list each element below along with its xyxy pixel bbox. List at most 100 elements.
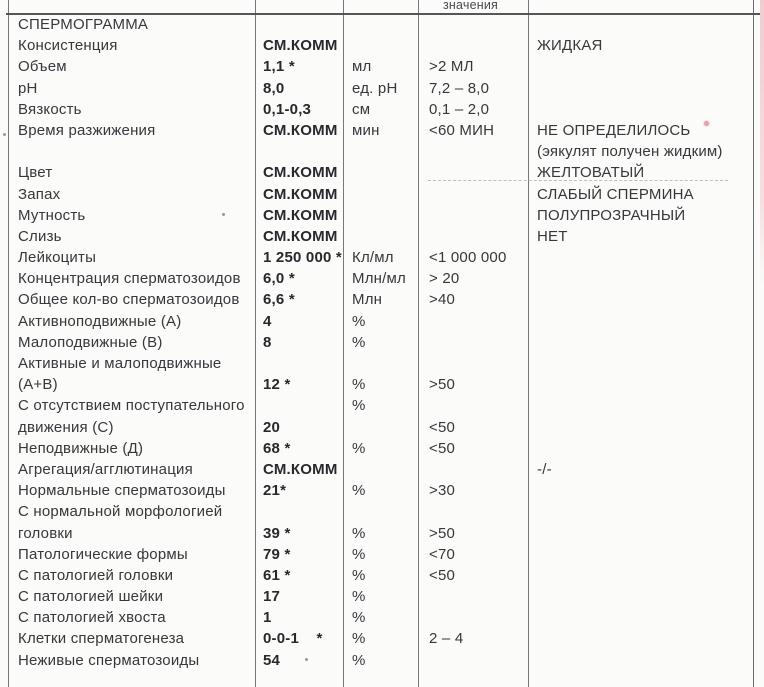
reference-range-cell: <1 000 000	[429, 249, 507, 267]
result-value-cell	[255, 501, 343, 522]
unit-cell: Кл/мл	[352, 249, 394, 267]
table-row: Неживые сперматозоиды 54 %	[8, 650, 753, 671]
comment-cell	[528, 586, 753, 607]
scan-artifact-speck	[222, 213, 225, 216]
unit-cell	[343, 205, 418, 226]
reference-range-cell: >50	[429, 376, 456, 394]
parameter-name-cell: С отсутствием поступательного	[18, 397, 245, 415]
result-value-cell: 20	[263, 418, 281, 436]
parameter-name-cell: (А+В)	[18, 376, 58, 394]
comment-cell	[528, 480, 753, 501]
table-row: С патологией шейки 17 %	[8, 586, 753, 607]
comment-cell	[528, 332, 753, 353]
unit-cell	[343, 162, 418, 183]
table-row: движения (С) 20 <50	[8, 417, 753, 438]
table-row: Лейкоциты 1 250 000 * Кл/мл <1 000 000	[8, 247, 753, 268]
result-value-cell: СМ.КОММ	[263, 227, 338, 245]
table-row: Нормальные сперматозоиды 21* % >30	[8, 480, 753, 501]
parameter-name-cell: Объем	[18, 58, 67, 76]
comment-cell	[528, 311, 753, 332]
comment-cell: ПОЛУПРОЗРАЧНЫЙ	[537, 206, 686, 224]
column-divider-comment	[528, 0, 529, 687]
table-border-right	[753, 0, 754, 687]
reference-range-cell	[418, 141, 528, 162]
parameter-name-cell: СПЕРМОГРАММА	[18, 16, 149, 33]
table-row: Консистенция СМ.КОММ ЖИДКАЯ	[8, 35, 753, 56]
table-row: Вязкость 0,1-0,3 см 0,1 – 2,0	[8, 99, 753, 120]
reference-range-cell	[418, 586, 528, 607]
column-divider-value	[255, 0, 256, 687]
parameter-name-cell: Вязкость	[18, 100, 82, 118]
parameter-name-cell: Время разжижения	[18, 121, 156, 139]
unit-cell: %	[352, 545, 366, 563]
parameter-name-cell: Неподвижные (Д)	[18, 439, 144, 457]
parameter-name-cell: Запах	[18, 185, 61, 203]
unit-cell: %	[352, 333, 366, 351]
unit-cell: Млн	[352, 291, 383, 309]
comment-cell: -/-	[537, 460, 552, 478]
result-value-cell: СМ.КОММ	[263, 37, 338, 55]
result-value-cell: 0-0-1 *	[263, 630, 323, 648]
comment-cell	[528, 501, 753, 522]
table-row: pH 8,0 ед. pH 7,2 – 8,0	[8, 78, 753, 99]
reference-range-cell	[418, 332, 528, 353]
table-row: Объем 1,1 * мл >2 МЛ	[8, 56, 753, 77]
reference-range-cell	[418, 205, 528, 226]
table-row: Клетки сперматогенеза 0-0-1 * % 2 – 4	[8, 628, 753, 649]
scan-edge-tint	[760, 0, 764, 285]
result-value-cell: СМ.КОММ	[263, 164, 338, 182]
table-row: (А+В) 12 * % >50	[8, 374, 753, 395]
table-row: Малоподвижные (В) 8 %	[8, 332, 753, 353]
unit-cell: %	[352, 566, 366, 584]
result-value-cell: 6,6 *	[263, 291, 295, 309]
table-row: Запах СМ.КОММ СЛАБЫЙ СПЕРМИНА	[8, 184, 753, 205]
unit-cell: %	[352, 630, 366, 648]
reference-range-cell: <50	[429, 439, 456, 457]
comment-cell: ЖЕЛТОВАТЫЙ	[537, 164, 645, 182]
reference-range-cell	[418, 14, 528, 35]
comment-cell	[528, 247, 753, 268]
parameter-name-cell: Цвет	[18, 164, 53, 182]
reference-range-cell: <70	[429, 545, 456, 563]
result-value-cell: 12 *	[263, 376, 291, 394]
result-value-cell: 17	[263, 588, 281, 606]
reference-range-cell: <60 МИН	[429, 121, 495, 139]
comment-cell	[528, 56, 753, 77]
parameter-name-cell: Слизь	[18, 227, 62, 245]
reference-range-cell: 2 – 4	[429, 630, 464, 648]
table-row: Концентрация сперматозоидов 6,0 * Млн/мл…	[8, 268, 753, 289]
result-value-cell: 6,0 *	[263, 270, 295, 288]
unit-cell	[343, 417, 418, 438]
parameter-name-cell: Лейкоциты	[18, 249, 97, 267]
reference-range-cell	[418, 35, 528, 56]
reference-values-column-header: значения	[443, 0, 499, 12]
reference-range-cell: >2 МЛ	[429, 58, 474, 76]
scan-artifact-speck	[704, 121, 709, 126]
reference-range-cell	[418, 459, 528, 480]
reference-range-cell	[418, 607, 528, 628]
comment-cell	[528, 14, 753, 35]
unit-cell: %	[352, 651, 366, 669]
result-value-cell: 1	[263, 609, 272, 627]
reference-range-cell	[418, 353, 528, 374]
parameter-name-cell: Консистенция	[18, 37, 118, 55]
parameter-name-cell: Активноподвижные (А)	[18, 312, 182, 330]
unit-cell	[343, 35, 418, 56]
parameter-name-cell: С патологией шейки	[18, 588, 164, 606]
comment-cell	[528, 99, 753, 120]
table-row: СПЕРМОГРАММА	[8, 14, 753, 35]
parameter-name-cell: Концентрация сперматозоидов	[18, 270, 241, 288]
reference-range-cell	[418, 184, 528, 205]
header-separator-line	[6, 13, 764, 15]
comment-cell	[528, 268, 753, 289]
scan-artifact-dashed-line	[428, 180, 728, 181]
comment-cell	[528, 544, 753, 565]
result-value-cell: 8,0	[263, 79, 285, 97]
parameter-name-cell: Общее кол-во сперматозоидов	[18, 291, 240, 309]
result-value-cell: СМ.КОММ	[263, 185, 338, 203]
reference-range-cell	[418, 395, 528, 416]
reference-range-cell	[418, 226, 528, 247]
table-row: Активноподвижные (А) 4 %	[8, 311, 753, 332]
result-value-cell: СМ.КОММ	[263, 460, 338, 478]
